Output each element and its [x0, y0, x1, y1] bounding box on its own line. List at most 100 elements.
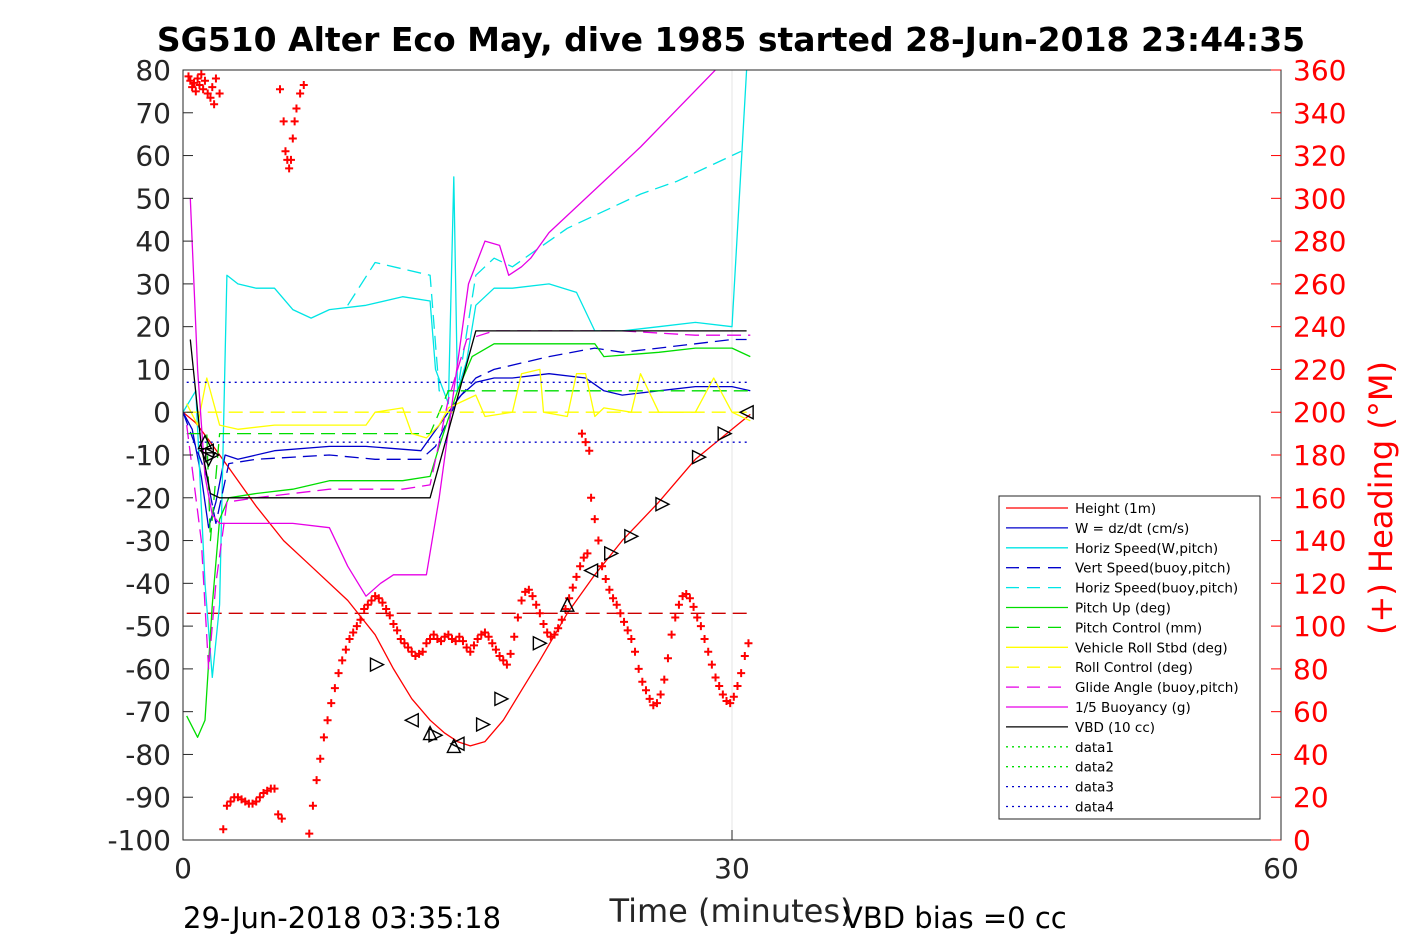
- vbd-marker: [446, 737, 462, 754]
- heading-point: [389, 619, 398, 628]
- left-tick-label: 30: [135, 268, 171, 301]
- legend-label: Vert Speed(buoy,pitch): [1075, 561, 1231, 577]
- vbd-marker: [475, 716, 492, 733]
- left-tick-label: 80: [135, 54, 171, 87]
- legend-label: 1/5 Buoyancy (g): [1075, 700, 1191, 716]
- heading-point: [510, 632, 519, 641]
- heading-point: [338, 656, 347, 665]
- left-tick-label: 60: [135, 140, 171, 173]
- heading-point: [605, 585, 614, 594]
- legend-label: Horiz Speed(W,pitch): [1075, 541, 1218, 557]
- left-tick-label: 10: [135, 353, 171, 386]
- legend-label: data2: [1075, 760, 1114, 776]
- start-time-label: 29-Jun-2018 03:35:18: [183, 901, 501, 935]
- vbd-marker: [717, 425, 733, 442]
- heading-point: [356, 615, 365, 624]
- heading-point: [352, 622, 361, 631]
- heading-point: [506, 649, 515, 658]
- heading-point: [400, 639, 409, 648]
- heading-point: [502, 660, 511, 669]
- heading-point: [581, 438, 590, 447]
- heading-point: [418, 647, 427, 656]
- heading-point: [744, 639, 753, 648]
- left-tick-label: -60: [125, 653, 171, 686]
- heading-point: [349, 628, 358, 637]
- heading-point: [737, 669, 746, 678]
- heading-point: [211, 74, 220, 83]
- heading-point: [557, 615, 566, 624]
- heading-point: [444, 630, 453, 639]
- heading-point: [215, 89, 224, 98]
- right-tick-label: 320: [1293, 140, 1346, 173]
- heading-point: [568, 583, 577, 592]
- right-tick-label: 240: [1293, 311, 1346, 344]
- heading-point: [327, 699, 336, 708]
- heading-point: [682, 590, 691, 599]
- heading-point: [407, 647, 416, 656]
- heading-point: [334, 669, 343, 678]
- heading-point: [299, 80, 308, 89]
- heading-point: [360, 605, 369, 613]
- heading-point: [634, 664, 643, 673]
- heading-point: [429, 630, 438, 639]
- heading-point: [308, 801, 317, 810]
- heading-point: [341, 645, 350, 654]
- heading-point: [715, 682, 724, 690]
- vbd-marker: [559, 596, 575, 612]
- legend-label: Pitch Up (deg): [1075, 601, 1171, 617]
- heading-point: [316, 754, 325, 763]
- heading-point: [255, 793, 264, 802]
- heading-point: [305, 829, 314, 838]
- heading-point: [718, 690, 727, 699]
- right-tick-label: 180: [1293, 439, 1346, 472]
- heading-point: [422, 639, 431, 648]
- legend-label: Horiz Speed(buoy,pitch): [1075, 581, 1238, 597]
- heading-point: [583, 549, 592, 558]
- vbd-marker: [449, 736, 465, 752]
- heading-point: [539, 619, 548, 628]
- heading-point: [528, 592, 537, 601]
- heading-point: [623, 626, 632, 635]
- heading-point: [277, 814, 286, 823]
- legend-label: data3: [1075, 780, 1114, 796]
- heading-point: [437, 637, 446, 646]
- heading-point: [612, 600, 621, 609]
- heading-point: [319, 733, 328, 742]
- heading-point: [252, 797, 261, 806]
- heading-point: [279, 117, 288, 126]
- heading-point: [524, 585, 533, 594]
- heading-point: [345, 634, 354, 643]
- heading-point: [274, 810, 283, 819]
- heading-point: [393, 626, 402, 635]
- heading-point: [667, 630, 676, 639]
- heading-point: [219, 825, 228, 834]
- heading-point: [363, 600, 372, 609]
- heading-point: [499, 656, 508, 665]
- heading-point: [480, 628, 489, 637]
- heading-point: [385, 611, 394, 620]
- right-tick-label: 220: [1293, 353, 1346, 386]
- legend-label: Roll Control (deg): [1075, 660, 1193, 676]
- series-line-height-1m: [183, 411, 751, 747]
- heading-point: [473, 634, 482, 643]
- vbd-marker: [494, 691, 510, 707]
- heading-point: [466, 647, 475, 656]
- heading-point: [689, 602, 698, 611]
- heading-point: [458, 637, 467, 646]
- x-tick-label: 60: [1263, 852, 1299, 885]
- legend-label: W = dz/dt (cm/s): [1075, 521, 1189, 537]
- heading-point: [451, 637, 460, 646]
- right-tick-label: 280: [1293, 225, 1346, 258]
- series-line-pitch-up-deg: [186, 343, 751, 738]
- heading-point: [663, 654, 672, 663]
- heading-point: [491, 645, 500, 654]
- heading-point: [222, 801, 231, 810]
- heading-point: [535, 609, 544, 618]
- legend-box: [998, 495, 1261, 820]
- heading-point: [685, 594, 694, 603]
- heading-point: [671, 613, 680, 622]
- vbd-marker: [428, 727, 444, 743]
- series-line-vbd-10-cc: [189, 330, 747, 499]
- right-tick-label: 200: [1293, 396, 1346, 429]
